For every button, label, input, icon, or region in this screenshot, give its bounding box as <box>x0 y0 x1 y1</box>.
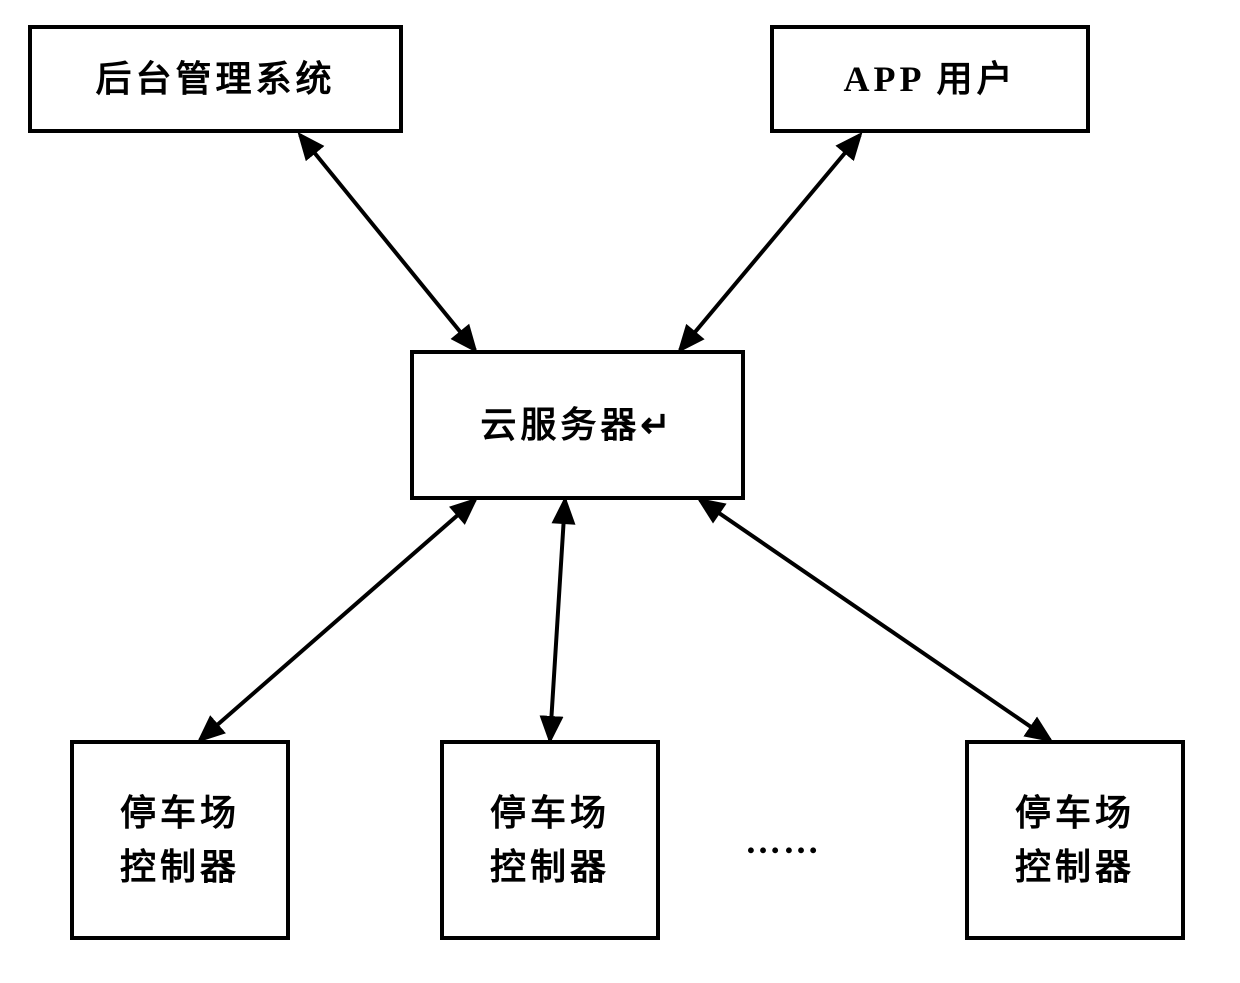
node-backend: 后台管理系统 <box>28 25 403 133</box>
node-cloud-label: 云服务器↵ <box>480 398 674 452</box>
node-app-user-label: APP 用户 <box>844 52 1017 106</box>
node-controller-2: 停车场控制器 <box>440 740 660 940</box>
node-controller-2-label: 停车场控制器 <box>490 786 610 894</box>
node-controller-3-label: 停车场控制器 <box>1015 786 1135 894</box>
node-cloud-server: 云服务器↵ <box>410 350 745 500</box>
node-backend-label: 后台管理系统 <box>95 52 335 106</box>
node-app-user: APP 用户 <box>770 25 1090 133</box>
node-controller-3: 停车场控制器 <box>965 740 1185 940</box>
node-controller-1-label: 停车场控制器 <box>120 786 240 894</box>
ellipsis-more-controllers: …… <box>745 820 821 862</box>
system-diagram: 后台管理系统 APP 用户 云服务器↵ 停车场控制器 停车场控制器 停车场控制器… <box>0 0 1240 983</box>
node-controller-1: 停车场控制器 <box>70 740 290 940</box>
